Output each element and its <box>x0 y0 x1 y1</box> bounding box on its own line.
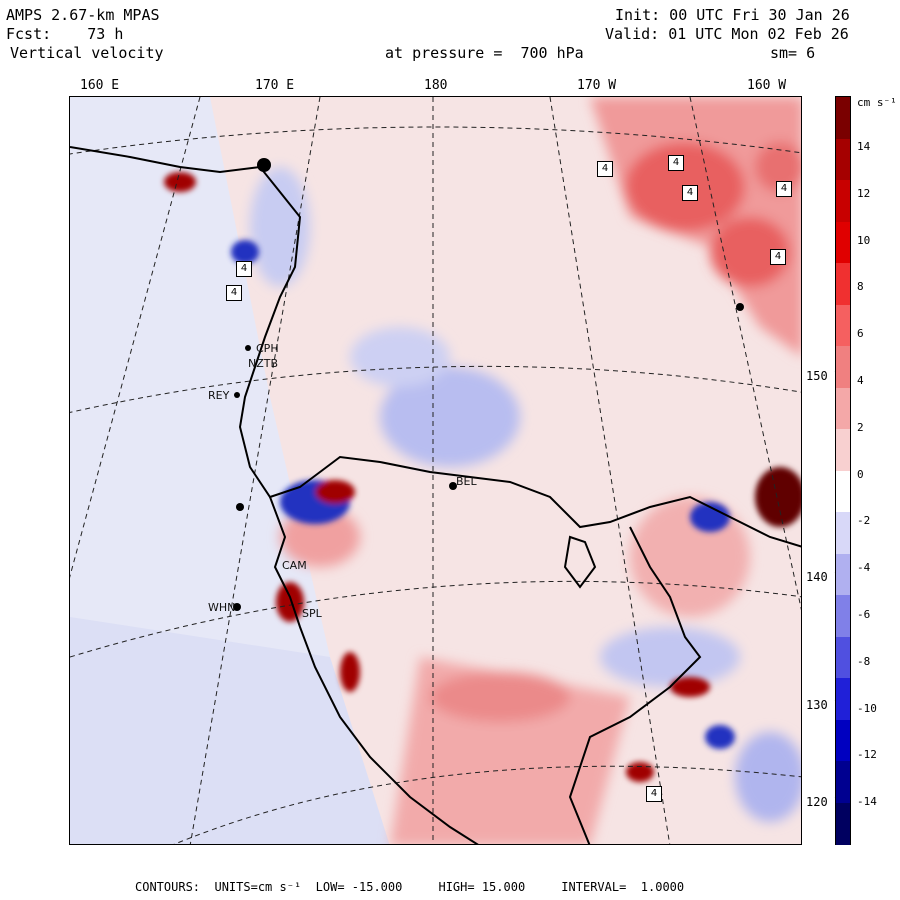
model-title: AMPS 2.67-km MPAS <box>6 6 160 24</box>
max-marker-2: 4 <box>668 155 684 171</box>
colorbar-segment <box>836 802 850 845</box>
max-marker-6: 4 <box>646 786 662 802</box>
field-name: Vertical velocity <box>10 44 164 62</box>
colorbar-tick-label: -2 <box>857 514 871 528</box>
southwest-negative-region <box>70 617 390 844</box>
colorbar-tick-label: -4 <box>857 561 871 575</box>
colorbar-tick-label: 6 <box>857 327 864 341</box>
station-rey[interactable]: REY <box>208 389 230 402</box>
contour-units: UNITS=cm s⁻¹ <box>214 880 302 894</box>
colorbar-tick-label: 4 <box>857 374 864 387</box>
colorbar-segment <box>836 180 850 222</box>
colorbar-tick-label: -6 <box>857 608 871 621</box>
lat-label-150w: 150 W <box>806 369 843 383</box>
colorbar <box>835 96 851 845</box>
vertical-velocity-map[interactable]: CPH NZTB REY WHN BEL CAM SPL 4 4 4 4 4 4… <box>69 96 802 845</box>
lat-label-120w: 120 W <box>806 795 843 809</box>
station-whn[interactable]: WHN <box>208 601 236 614</box>
colorbar-tick-label: -10 <box>857 701 877 715</box>
init-time: Init: 00 UTC Fri 30 Jan 26 <box>615 6 850 24</box>
station-spl[interactable]: SPL <box>302 607 322 620</box>
colorbar-tick-label: -12 <box>857 748 877 762</box>
lat-label-130w: 130 W <box>806 698 843 712</box>
lon-label-170w: 170 W <box>577 78 617 93</box>
negative-regions <box>250 167 801 822</box>
colorbar-segment <box>836 553 850 596</box>
colorbar-segment <box>836 346 850 388</box>
colorbar-segment <box>836 429 850 471</box>
colorbar-tick-label: 10 <box>857 233 871 247</box>
max-marker-5: 4 <box>770 249 786 265</box>
pressure-level: at pressure = 700 hPa <box>385 44 584 62</box>
strong-features <box>164 172 801 782</box>
contours-label: CONTOURS: <box>135 880 201 894</box>
station-dots <box>233 158 744 611</box>
colorbar-tick-label: 8 <box>857 280 864 294</box>
colorbar-tick-label: 0 <box>857 467 864 481</box>
lon-label-160w: 160 W <box>747 78 787 93</box>
colorbar-segment <box>836 761 850 803</box>
coastline-east <box>563 526 702 844</box>
colorbar-segment <box>836 97 850 139</box>
contour-info: CONTOURS: UNITS=cm s⁻¹ LOW= -15.000 HIGH… <box>135 880 684 894</box>
lat-label-140w: 140 W <box>806 570 843 584</box>
max-marker-3: 4 <box>682 185 698 201</box>
colorbar-tick-label: 12 <box>857 186 871 200</box>
contour-high: HIGH= 15.000 <box>438 880 526 894</box>
colorbar-segment <box>836 678 850 720</box>
colorbar-segment <box>836 304 850 347</box>
map-canvas <box>70 97 801 844</box>
contour-interval: INTERVAL= 1.0000 <box>561 880 685 894</box>
colorbar-segment <box>836 221 850 264</box>
contour-low: LOW= -15.000 <box>315 880 403 894</box>
min-marker-1: 4 <box>236 261 252 277</box>
smoothing-label: sm= 6 <box>770 44 816 62</box>
graticule <box>70 97 801 844</box>
colorbar-tick-label: 2 <box>857 420 864 434</box>
colorbar-segment <box>836 263 850 305</box>
colorbar-segment <box>836 138 850 181</box>
colorbar-units: cm s⁻¹ <box>857 96 897 109</box>
forecast-label-text: Fcst: <box>6 25 52 43</box>
colorbar-segment <box>836 512 850 554</box>
colorbar-segment <box>836 595 850 637</box>
colorbar-segment <box>836 636 850 679</box>
lon-label-160e: 160 E <box>80 78 120 93</box>
lon-label-180: 180 <box>424 78 448 93</box>
forecast-label: Fcst: 73 h <box>6 25 123 43</box>
station-cam[interactable]: CAM <box>282 559 307 572</box>
coastline-west <box>269 496 479 844</box>
forecast-hours: 73 h <box>87 25 124 43</box>
colorbar-segment <box>836 719 850 762</box>
west-negative-region <box>70 97 330 717</box>
lon-label-170e: 170 E <box>255 78 295 93</box>
station-cph[interactable]: CPH <box>256 342 279 355</box>
valid-time: Valid: 01 UTC Mon 02 Feb 26 <box>605 25 849 43</box>
colorbar-tick-label: -8 <box>857 654 871 668</box>
max-marker-1: 4 <box>597 161 613 177</box>
station-bel[interactable]: BEL <box>456 475 477 488</box>
colorbar-tick-label: -14 <box>857 795 877 809</box>
colorbar-segment <box>836 387 850 430</box>
min-marker-2: 4 <box>226 285 242 301</box>
max-marker-4: 4 <box>776 181 792 197</box>
colorbar-tick-label: 14 <box>857 140 871 153</box>
station-nztb[interactable]: NZTB <box>248 357 279 370</box>
colorbar-segment <box>836 470 850 513</box>
